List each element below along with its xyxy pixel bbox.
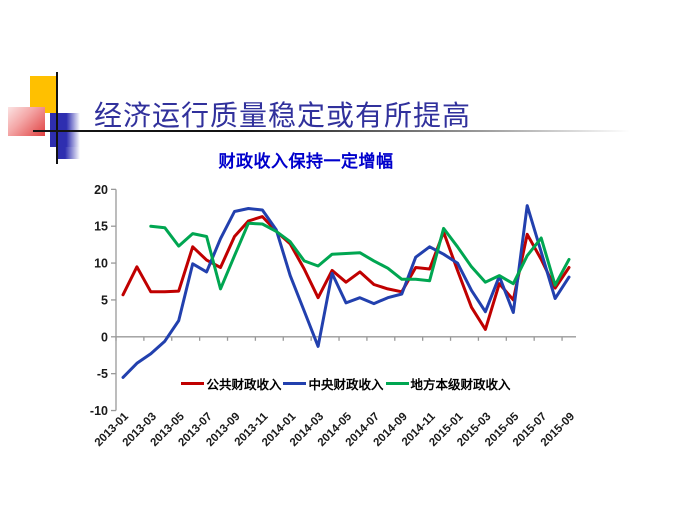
legend-item: 公共财政收入 <box>181 374 281 393</box>
legend-label: 中央财政收入 <box>308 377 384 392</box>
y-tick-label: -5 <box>97 367 108 381</box>
legend-label: 公共财政收入 <box>206 377 282 392</box>
decor-yellow-square <box>30 76 58 113</box>
title-divider-line <box>33 130 630 132</box>
series-line-公共财政收入 <box>121 215 571 331</box>
y-tick-label: 5 <box>101 293 108 307</box>
series-line-地方本级财政收入 <box>149 221 571 291</box>
legend-label: 地方本级财政收入 <box>410 377 511 392</box>
decor-blue-square-lower <box>57 147 80 159</box>
series-line-中央财政收入 <box>121 204 571 379</box>
y-tick-label: 0 <box>101 330 108 344</box>
legend-line-swatch <box>385 381 409 385</box>
y-tick-label: 10 <box>94 257 108 271</box>
slide-title: 经济运行质量稳定或有所提高 <box>94 101 472 132</box>
legend-item: 中央财政收入 <box>283 374 384 393</box>
legend-line-swatch <box>283 381 307 385</box>
legend-item: 地方本级财政收入 <box>385 374 511 393</box>
decor-crosshair-vertical-line <box>56 72 58 164</box>
y-tick-label: 15 <box>94 220 108 234</box>
y-tick-label: 20 <box>94 183 108 197</box>
chart-title: 财政收入保持一定增幅 <box>218 152 394 171</box>
chart-legend: 公共财政收入 中央财政收入 地方本级财政收入 <box>116 373 576 393</box>
y-tick-label: -10 <box>90 404 108 418</box>
legend-line-swatch <box>181 381 205 385</box>
